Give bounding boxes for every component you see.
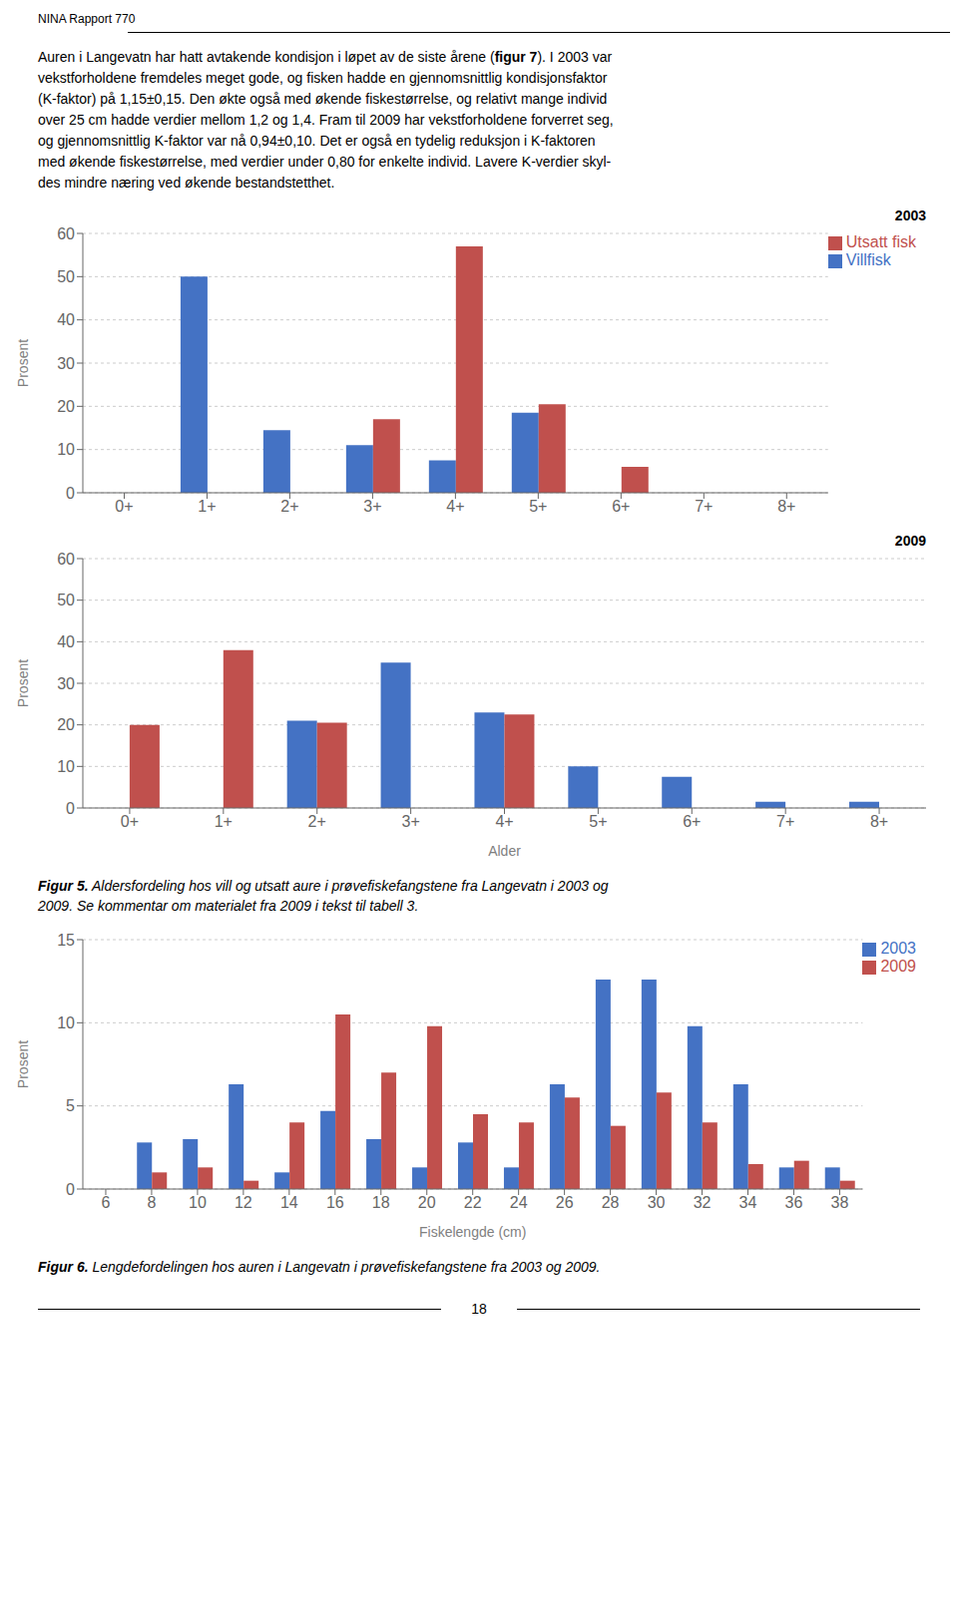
svg-text:6+: 6+ <box>682 813 701 831</box>
svg-text:0+: 0+ <box>114 497 133 515</box>
svg-text:6: 6 <box>101 1194 111 1212</box>
html-text:Figur 5. Aldersfordeling hos v: Figur 5. Aldersfordeling hos vill og uts… <box>37 878 609 895</box>
svg-text:12: 12 <box>234 1194 253 1212</box>
svg-text:0: 0 <box>65 484 75 502</box>
svg-text:26: 26 <box>555 1194 574 1212</box>
svg-text:5+: 5+ <box>528 497 547 515</box>
svg-text:15: 15 <box>56 932 75 950</box>
svg-text:30: 30 <box>647 1194 666 1212</box>
html-text:over 25 cm hadde verdier mello: over 25 cm hadde verdier mellom 1,2 og 1… <box>37 111 614 128</box>
svg-text:50: 50 <box>56 268 75 286</box>
svg-text:7+: 7+ <box>776 813 795 831</box>
html-text:og gjennomsnittlig K-faktor va: og gjennomsnittlig K-faktor var nå 0,94±… <box>37 132 596 149</box>
svg-text:5+: 5+ <box>588 813 607 831</box>
svg-text:10: 10 <box>56 758 75 776</box>
svg-text:20: 20 <box>56 716 75 734</box>
svg-text:16: 16 <box>326 1194 345 1212</box>
svg-text:18: 18 <box>372 1194 391 1212</box>
svg-text:3+: 3+ <box>401 813 420 831</box>
svg-text:28: 28 <box>601 1194 620 1212</box>
html-text:2009: 2009 <box>894 532 927 549</box>
svg-text:0: 0 <box>65 800 75 818</box>
svg-text:10: 10 <box>56 1014 75 1032</box>
html-text:2003: 2003 <box>880 940 917 958</box>
svg-text:10: 10 <box>56 441 75 459</box>
svg-text:5: 5 <box>65 1097 75 1115</box>
svg-text:32: 32 <box>693 1194 712 1212</box>
svg-text:8+: 8+ <box>777 497 796 515</box>
html-text:med økende fiskestørrelse, med: med økende fiskestørrelse, med verdier u… <box>37 153 612 170</box>
svg-text:30: 30 <box>56 355 75 373</box>
svg-text:60: 60 <box>56 550 75 568</box>
html-text:2003: 2003 <box>894 207 927 224</box>
html-text:Villfisk: Villfisk <box>846 251 891 269</box>
svg-text:14: 14 <box>280 1194 299 1212</box>
svg-text:4+: 4+ <box>446 497 465 515</box>
html-text:Utsatt fisk: Utsatt fisk <box>846 233 917 251</box>
html-text:Auren i Langevatn har hatt avt: Auren i Langevatn har hatt avtakende kon… <box>37 48 612 65</box>
svg-text:34: 34 <box>739 1194 758 1212</box>
svg-text:20: 20 <box>56 398 75 416</box>
svg-text:60: 60 <box>56 225 75 243</box>
html-text:Figur 6. Lengdefordelingen hos: Figur 6. Lengdefordelingen hos auren i L… <box>37 1259 601 1276</box>
svg-text:Prosent: Prosent <box>14 339 31 388</box>
svg-text:24: 24 <box>509 1194 528 1212</box>
svg-text:8: 8 <box>146 1194 156 1212</box>
svg-text:0+: 0+ <box>120 813 139 831</box>
svg-text:2+: 2+ <box>280 497 299 515</box>
svg-text:40: 40 <box>56 311 75 329</box>
svg-text:38: 38 <box>831 1194 850 1212</box>
svg-text:0: 0 <box>65 1181 75 1199</box>
html-text:2009. Se kommentar om material: 2009. Se kommentar om materialet fra 200… <box>37 898 419 915</box>
svg-text:30: 30 <box>56 675 75 693</box>
svg-text:Prosent: Prosent <box>14 659 31 708</box>
svg-text:4+: 4+ <box>494 813 513 831</box>
svg-text:1+: 1+ <box>214 813 233 831</box>
svg-text:1+: 1+ <box>197 497 216 515</box>
svg-text:36: 36 <box>785 1194 804 1212</box>
svg-text:20: 20 <box>418 1194 437 1212</box>
svg-text:3+: 3+ <box>363 497 382 515</box>
svg-text:Fiskelengde (cm): Fiskelengde (cm) <box>419 1224 526 1241</box>
html-text:NINA Rapport 770: NINA Rapport 770 <box>37 11 136 26</box>
svg-text:2+: 2+ <box>308 813 327 831</box>
svg-text:10: 10 <box>188 1194 207 1212</box>
html-text:(K-faktor) på 1,15±0,15. Den ø: (K-faktor) på 1,15±0,15. Den økte også m… <box>37 90 608 107</box>
svg-text:6+: 6+ <box>611 497 630 515</box>
svg-text:8+: 8+ <box>870 813 889 831</box>
svg-text:40: 40 <box>56 633 75 651</box>
svg-text:22: 22 <box>464 1194 482 1212</box>
svg-text:Prosent: Prosent <box>14 1040 31 1089</box>
svg-text:Alder: Alder <box>487 843 521 860</box>
html-text:2009: 2009 <box>880 958 917 975</box>
svg-text:50: 50 <box>56 591 75 609</box>
html-text:18: 18 <box>471 1301 487 1318</box>
html-text:des mindre næring ved økende b: des mindre næring ved økende bestandstet… <box>37 174 335 191</box>
svg-text:7+: 7+ <box>694 497 713 515</box>
html-text:vekstforholdene fremdeles mege: vekstforholdene fremdeles meget gode, og… <box>37 69 608 86</box>
